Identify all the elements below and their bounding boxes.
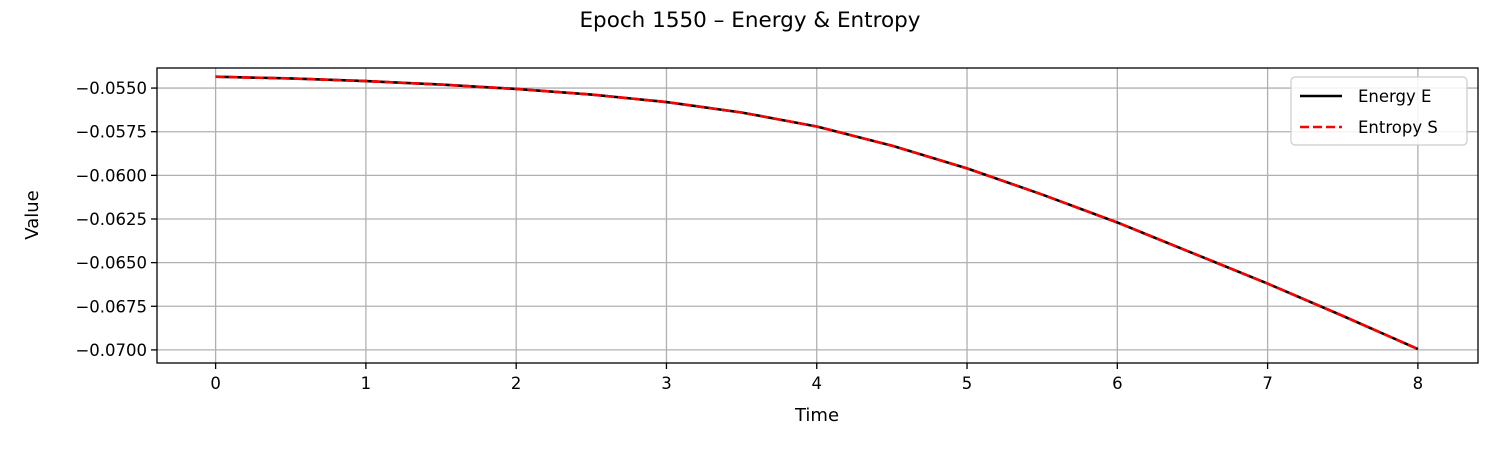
legend-label: Energy E xyxy=(1358,87,1431,106)
grid xyxy=(157,68,1478,363)
x-tick-label: 1 xyxy=(361,374,372,393)
x-tick-label: 4 xyxy=(811,374,822,393)
x-axis-label: Time xyxy=(794,405,839,426)
series-lines xyxy=(215,75,1419,351)
y-tick-label: −0.0650 xyxy=(75,254,147,273)
series-line-entropy xyxy=(215,75,1419,351)
y-axis-label: Value xyxy=(22,190,43,239)
legend: Energy E Entropy S xyxy=(1290,76,1468,146)
x-tick-label: 7 xyxy=(1262,374,1273,393)
x-tick-label: 0 xyxy=(210,374,221,393)
y-tick-label: −0.0625 xyxy=(75,210,147,229)
y-axis: −0.0550 −0.0575 −0.0600 −0.0625 −0.0650 −0.06… xyxy=(75,79,157,360)
y-tick-label: −0.0675 xyxy=(75,297,147,316)
x-tick-label: 8 xyxy=(1413,374,1424,393)
y-tick-label: −0.0600 xyxy=(75,166,147,185)
x-axis: 0 1 2 3 4 5 6 7 8 xyxy=(210,363,1423,393)
plot-frame xyxy=(156,67,1479,364)
x-tick-label: 5 xyxy=(962,374,973,393)
y-tick-label: −0.0550 xyxy=(75,79,147,98)
y-tick-label: −0.0575 xyxy=(75,123,147,142)
chart-title: Epoch 1550 – Energy & Entropy xyxy=(579,8,920,33)
x-tick-label: 3 xyxy=(661,374,672,393)
x-tick-label: 2 xyxy=(511,374,522,393)
legend-label: Entropy S xyxy=(1358,118,1438,137)
x-tick-label: 6 xyxy=(1112,374,1123,393)
y-tick-label: −0.0700 xyxy=(75,341,147,360)
